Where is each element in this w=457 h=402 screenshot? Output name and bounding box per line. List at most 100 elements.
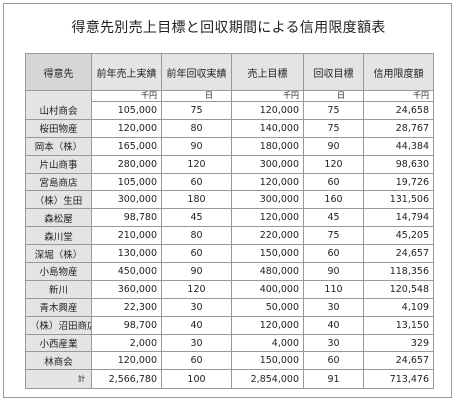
prev-days-cell: 60 xyxy=(161,172,232,192)
table-row: （株）生田 300,000 180 300,000 160 131,506 xyxy=(25,190,434,210)
credit-limit-cell: 118,356 xyxy=(363,262,434,281)
target-days-cell: 30 xyxy=(303,297,364,317)
target-sales-cell: 150,000 xyxy=(231,244,304,264)
credit-limit-cell: 14,794 xyxy=(363,208,434,228)
document-frame xyxy=(3,3,452,398)
table-row: 山村商会 105,000 75 120,000 75 24,658 xyxy=(25,101,434,120)
header-prev-sales: 前年売上実績 xyxy=(91,53,162,91)
prev-sales-cell: 120,000 xyxy=(91,351,162,371)
target-sales-cell: 300,000 xyxy=(231,154,304,174)
prev-days-cell: 45 xyxy=(161,208,232,228)
target-sales-cell: 180,000 xyxy=(231,136,304,156)
target-sales-cell: 400,000 xyxy=(231,279,304,299)
prev-sales-cell: 130,000 xyxy=(91,244,162,264)
unit-spacer xyxy=(25,90,92,102)
prev-sales-cell: 360,000 xyxy=(91,279,162,299)
customer-name-cell: 宮島商店 xyxy=(25,172,92,192)
prev-sales-cell: 210,000 xyxy=(91,226,162,246)
target-days-cell: 60 xyxy=(303,244,364,264)
table-row: 桜田物産 120,000 80 140,000 75 28,767 xyxy=(25,118,434,138)
table-row: 森松屋 98,780 45 120,000 45 14,794 xyxy=(25,208,434,228)
table-row: 小島物産 450,000 90 480,000 90 118,356 xyxy=(25,262,434,281)
customer-name-cell: （株）生田 xyxy=(25,190,92,210)
credit-limit-cell: 24,657 xyxy=(363,244,434,264)
customer-name-cell: 片山商事 xyxy=(25,154,92,174)
credit-limit-cell: 28,767 xyxy=(363,118,434,138)
target-days-cell: 90 xyxy=(303,136,364,156)
credit-limit-cell: 120,548 xyxy=(363,279,434,299)
header-collection-target: 回収目標 xyxy=(303,53,364,91)
target-days-cell: 90 xyxy=(303,262,364,281)
customer-name-cell: 森松屋 xyxy=(25,208,92,228)
target-sales-cell: 120,000 xyxy=(231,315,304,335)
target-sales-cell: 4,000 xyxy=(231,333,304,353)
prev-days-cell: 30 xyxy=(161,333,232,353)
table-row: （株）沼田商店 98,700 40 120,000 40 13,150 xyxy=(25,315,434,335)
customer-name-cell: 桜田物産 xyxy=(25,118,92,138)
customer-name-cell: 新川 xyxy=(25,279,92,299)
total-label: 計 xyxy=(25,369,92,390)
credit-limit-cell: 24,658 xyxy=(363,101,434,120)
prev-days-cell: 80 xyxy=(161,226,232,246)
target-sales-cell: 140,000 xyxy=(231,118,304,138)
total-prev-days: 100 xyxy=(161,369,232,390)
prev-days-cell: 30 xyxy=(161,297,232,317)
total-prev-sales: 2,566,780 xyxy=(91,369,162,390)
prev-days-cell: 80 xyxy=(161,118,232,138)
prev-sales-cell: 98,700 xyxy=(91,315,162,335)
prev-days-cell: 120 xyxy=(161,154,232,174)
table-row: 林商会 120,000 60 150,000 60 24,657 xyxy=(25,351,434,371)
target-days-cell: 120 xyxy=(303,154,364,174)
target-days-cell: 110 xyxy=(303,279,364,299)
prev-days-cell: 180 xyxy=(161,190,232,210)
document-title: 得意先別売上目標と回収期間による信用限度額表 xyxy=(71,20,386,36)
header-row: 得意先 前年売上実績 前年回収実績 売上目標 回収目標 信用限度額 xyxy=(25,53,434,91)
prev-sales-cell: 120,000 xyxy=(91,118,162,138)
total-target-sales: 2,854,000 xyxy=(231,369,304,390)
customer-name-cell: 小西産業 xyxy=(25,333,92,353)
prev-days-cell: 75 xyxy=(161,101,232,120)
customer-name-cell: 森川堂 xyxy=(25,226,92,246)
prev-days-cell: 60 xyxy=(161,351,232,371)
credit-limit-table: 得意先 前年売上実績 前年回収実績 売上目標 回収目標 信用限度額 千円 日 千… xyxy=(25,53,434,390)
target-sales-cell: 480,000 xyxy=(231,262,304,281)
target-days-cell: 160 xyxy=(303,190,364,210)
prev-sales-cell: 280,000 xyxy=(91,154,162,174)
prev-sales-cell: 105,000 xyxy=(91,172,162,192)
target-sales-cell: 300,000 xyxy=(231,190,304,210)
target-days-cell: 75 xyxy=(303,118,364,138)
customer-name-cell: 青木興産 xyxy=(25,297,92,317)
table-body: 千円 日 千円 日 千円 山村商会 105,000 75 120,000 75 24,65… xyxy=(25,90,434,390)
credit-limit-cell: 131,506 xyxy=(363,190,434,210)
unit-prev-sales: 千円 xyxy=(91,90,162,102)
customer-name-cell: （株）沼田商店 xyxy=(25,315,92,335)
header-sales-target: 売上目標 xyxy=(231,53,304,91)
unit-prev-days: 日 xyxy=(161,90,232,102)
prev-sales-cell: 22,300 xyxy=(91,297,162,317)
target-days-cell: 45 xyxy=(303,208,364,228)
credit-limit-cell: 13,150 xyxy=(363,315,434,335)
table-row: 青木興産 22,300 30 50,000 30 4,109 xyxy=(25,297,434,317)
prev-days-cell: 90 xyxy=(161,136,232,156)
total-credit-limit: 713,476 xyxy=(363,369,434,390)
unit-target-days: 日 xyxy=(303,90,364,102)
table-row: 宮島商店 105,000 60 120,000 60 19,726 xyxy=(25,172,434,192)
target-sales-cell: 220,000 xyxy=(231,226,304,246)
prev-sales-cell: 450,000 xyxy=(91,262,162,281)
table-row: 森川堂 210,000 80 220,000 75 45,205 xyxy=(25,226,434,246)
credit-limit-cell: 329 xyxy=(363,333,434,353)
prev-sales-cell: 98,780 xyxy=(91,208,162,228)
target-days-cell: 40 xyxy=(303,315,364,335)
target-days-cell: 75 xyxy=(303,101,364,120)
prev-days-cell: 120 xyxy=(161,279,232,299)
prev-sales-cell: 300,000 xyxy=(91,190,162,210)
target-sales-cell: 120,000 xyxy=(231,101,304,120)
target-sales-cell: 150,000 xyxy=(231,351,304,371)
total-target-days: 91 xyxy=(303,369,364,390)
target-days-cell: 60 xyxy=(303,351,364,371)
customer-name-cell: 岡本（株） xyxy=(25,136,92,156)
credit-limit-cell: 24,657 xyxy=(363,351,434,371)
prev-days-cell: 90 xyxy=(161,262,232,281)
target-days-cell: 60 xyxy=(303,172,364,192)
target-sales-cell: 120,000 xyxy=(231,208,304,228)
